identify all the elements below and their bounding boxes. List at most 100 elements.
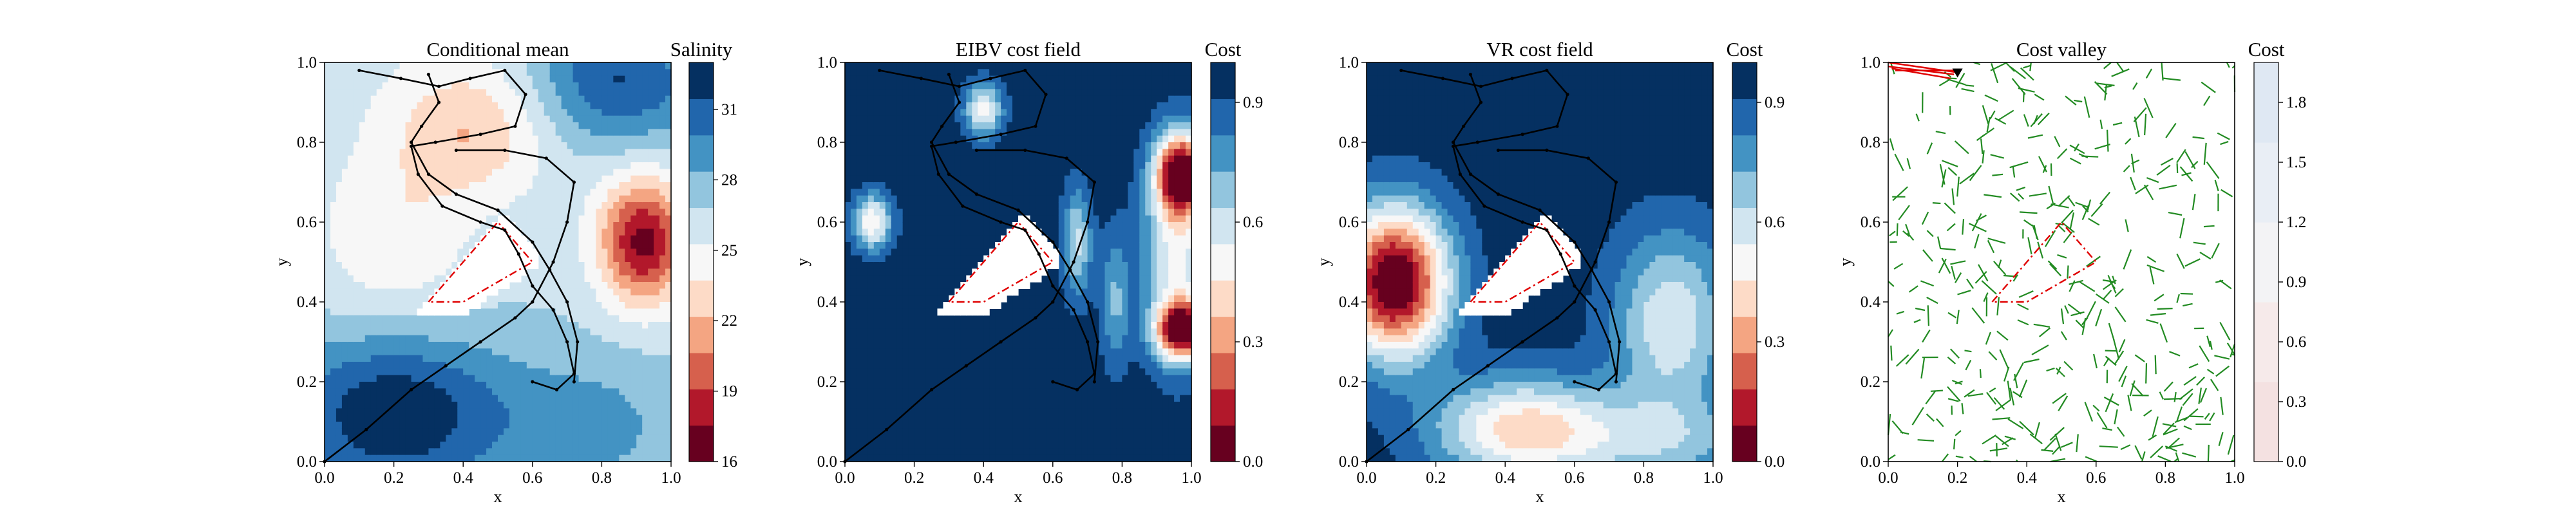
- heatmap-cell: [538, 162, 545, 169]
- heatmap-cell: [365, 62, 372, 70]
- heatmap-cell: [399, 122, 406, 129]
- heatmap-cell: [498, 308, 504, 316]
- heatmap-cell: [584, 348, 591, 356]
- heatmap-cell: [365, 408, 372, 416]
- heatmap-cell: [353, 275, 360, 283]
- heatmap-cell: [353, 169, 360, 176]
- heatmap-cell: [365, 342, 372, 349]
- heatmap-cell: [411, 102, 418, 109]
- heatmap-cell: [891, 328, 898, 336]
- heatmap-cell: [515, 402, 522, 409]
- obstacle-cell: [475, 288, 481, 296]
- heatmap-cell: [590, 229, 597, 236]
- heatmap-cell: [469, 102, 475, 109]
- heatmap-cell: [451, 242, 458, 249]
- heatmap-cell: [463, 368, 469, 376]
- heatmap-cell: [376, 315, 383, 323]
- heatmap-cell: [856, 422, 863, 429]
- heatmap-cell: [937, 435, 944, 442]
- heatmap-cell: [584, 382, 591, 389]
- heatmap-cell: [399, 348, 406, 356]
- heatmap-cell: [336, 129, 343, 136]
- heatmap-cell: [463, 169, 469, 176]
- heatmap-cell: [509, 402, 516, 409]
- heatmap-cell: [862, 115, 869, 123]
- heatmap-cell: [619, 149, 625, 156]
- heatmap-cell: [642, 235, 649, 243]
- heatmap-cell: [648, 448, 654, 456]
- heatmap-cell: [873, 209, 880, 216]
- heatmap-cell: [914, 335, 921, 342]
- heatmap-cell: [867, 295, 875, 303]
- heatmap-cell: [908, 102, 915, 109]
- heatmap-cell: [325, 388, 331, 396]
- heatmap-cell: [601, 195, 608, 203]
- heatmap-cell: [879, 229, 886, 236]
- obstacle-cell: [486, 282, 493, 289]
- heatmap-cell: [625, 275, 631, 283]
- heatmap-cell: [532, 328, 539, 336]
- heatmap-cell: [440, 235, 446, 243]
- heatmap-cell: [949, 288, 955, 296]
- heatmap-cell: [891, 368, 898, 376]
- heatmap-cell: [850, 355, 857, 362]
- heatmap-cell: [630, 448, 637, 456]
- heatmap-cell: [440, 62, 446, 70]
- heatmap-cell: [325, 215, 331, 223]
- heatmap-cell: [920, 428, 927, 436]
- heatmap-cell: [596, 62, 602, 70]
- heatmap-cell: [365, 82, 372, 89]
- heatmap-cell: [325, 335, 331, 342]
- heatmap-cell: [601, 362, 608, 369]
- heatmap-cell: [625, 229, 631, 236]
- heatmap-cell: [578, 202, 585, 209]
- heatmap-cell: [388, 275, 395, 283]
- heatmap-cell: [370, 215, 377, 223]
- heatmap-cell: [925, 202, 933, 209]
- heatmap-cell: [931, 222, 938, 229]
- heatmap-cell: [376, 335, 383, 342]
- heatmap-cell: [908, 375, 915, 382]
- heatmap-cell: [365, 122, 372, 129]
- heatmap-cell: [920, 375, 927, 382]
- heatmap-cell: [555, 415, 562, 422]
- heatmap-cell: [659, 142, 666, 149]
- heatmap-cell: [359, 262, 366, 269]
- heatmap-cell: [515, 169, 522, 176]
- obstacle-cell: [480, 288, 487, 296]
- heatmap-cell: [879, 442, 886, 449]
- waypoint: [544, 156, 548, 160]
- heatmap-cell: [555, 235, 562, 243]
- heatmap-cell: [549, 95, 556, 103]
- heatmap-cell: [845, 135, 851, 143]
- heatmap-cell: [526, 428, 533, 436]
- heatmap-cell: [469, 368, 475, 376]
- heatmap-cell: [873, 202, 880, 209]
- heatmap-cell: [520, 175, 527, 183]
- heatmap-cell: [388, 362, 395, 369]
- heatmap-cell: [549, 342, 556, 349]
- heatmap-cell: [544, 95, 551, 103]
- heatmap-cell: [555, 102, 562, 109]
- heatmap-cell: [417, 422, 424, 429]
- heatmap-cell: [393, 335, 401, 342]
- heatmap-cell: [376, 235, 383, 243]
- heatmap-cell: [509, 435, 516, 442]
- heatmap-cell: [498, 328, 504, 336]
- heatmap-cell: [365, 422, 372, 429]
- heatmap-cell: [601, 382, 608, 389]
- heatmap-cell: [636, 209, 643, 216]
- heatmap-cell: [625, 362, 631, 369]
- heatmap-cell: [601, 335, 608, 342]
- heatmap-cell: [370, 149, 377, 156]
- heatmap-cell: [665, 395, 672, 402]
- heatmap-cell: [654, 195, 660, 203]
- heatmap-cell: [475, 189, 481, 196]
- heatmap-cell: [943, 395, 949, 402]
- heatmap-cell: [601, 395, 608, 402]
- heatmap-cell: [544, 308, 551, 316]
- heatmap-cell: [330, 395, 337, 402]
- heatmap-cell: [573, 155, 580, 163]
- heatmap-cell: [417, 375, 424, 382]
- heatmap-cell: [376, 295, 383, 303]
